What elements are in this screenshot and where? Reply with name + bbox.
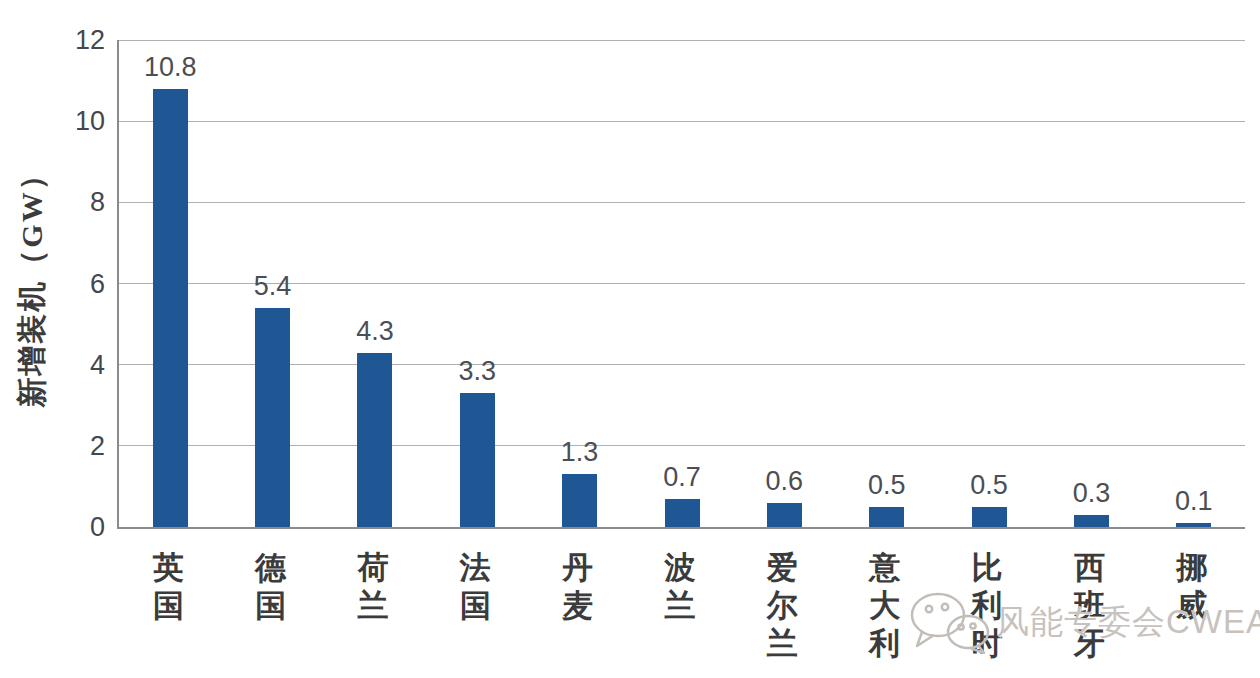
category-char: 荷 — [357, 549, 388, 587]
bar-法国 — [460, 393, 495, 527]
category-label-西班牙: 西班牙 — [1074, 549, 1105, 663]
value-label-意大利: 0.5 — [868, 470, 906, 501]
category-label-挪威: 挪威 — [1176, 549, 1207, 625]
category-label-德国: 德国 — [255, 549, 286, 625]
bar-意大利 — [869, 507, 904, 527]
bar-德国 — [255, 308, 290, 527]
category-char: 利 — [972, 587, 1003, 625]
category-char: 国 — [153, 587, 184, 625]
category-char: 利 — [869, 625, 900, 663]
category-label-波兰: 波兰 — [665, 549, 696, 625]
category-char: 西 — [1074, 549, 1105, 587]
category-label-荷兰: 荷兰 — [357, 549, 388, 625]
category-char: 英 — [153, 549, 184, 587]
category-char: 麦 — [562, 587, 593, 625]
value-label-西班牙: 0.3 — [1073, 478, 1111, 509]
category-char: 班 — [1074, 587, 1105, 625]
category-char: 爱 — [767, 549, 798, 587]
category-char: 尔 — [767, 587, 798, 625]
bar-丹麦 — [562, 474, 597, 527]
y-tick-12: 12 — [35, 25, 105, 55]
category-char: 兰 — [665, 587, 696, 625]
bar-比利时 — [972, 507, 1007, 527]
category-label-比利时: 比利时 — [972, 549, 1003, 663]
category-label-爱尔兰: 爱尔兰 — [767, 549, 798, 663]
bar-荷兰 — [357, 353, 392, 528]
category-char: 波 — [665, 549, 696, 587]
category-char: 德 — [255, 549, 286, 587]
category-char: 威 — [1176, 587, 1207, 625]
value-label-法国: 3.3 — [458, 356, 496, 387]
y-tick-4: 4 — [35, 350, 105, 380]
value-label-挪威: 0.1 — [1175, 486, 1213, 517]
bar-爱尔兰 — [767, 503, 802, 527]
value-label-德国: 5.4 — [254, 271, 292, 302]
bar-波兰 — [665, 499, 700, 527]
y-tick-8: 8 — [35, 187, 105, 217]
category-char: 牙 — [1074, 625, 1105, 663]
category-label-意大利: 意大利 — [869, 549, 900, 663]
watermark-text: 风能专委会CWEA — [996, 600, 1260, 645]
gridline-8 — [119, 202, 1245, 203]
bar-chart: 新增装机（GW） 024681012 10.85.44.33.31.30.70.… — [0, 0, 1260, 678]
value-label-爱尔兰: 0.6 — [766, 466, 804, 497]
gridline-10 — [119, 121, 1245, 122]
category-char: 丹 — [562, 549, 593, 587]
category-char: 兰 — [357, 587, 388, 625]
value-label-荷兰: 4.3 — [356, 316, 394, 347]
category-char: 国 — [460, 587, 491, 625]
category-char: 国 — [255, 587, 286, 625]
category-label-英国: 英国 — [153, 549, 184, 625]
category-char: 挪 — [1176, 549, 1207, 587]
bar-挪威 — [1176, 523, 1211, 527]
category-label-法国: 法国 — [460, 549, 491, 625]
category-label-丹麦: 丹麦 — [562, 549, 593, 625]
category-char: 大 — [869, 587, 900, 625]
gridline-12 — [119, 40, 1245, 41]
y-tick-6: 6 — [35, 269, 105, 299]
y-tick-2: 2 — [35, 431, 105, 461]
bar-英国 — [153, 89, 188, 527]
value-label-比利时: 0.5 — [970, 470, 1008, 501]
category-char: 法 — [460, 549, 491, 587]
value-label-波兰: 0.7 — [663, 462, 701, 493]
category-char: 时 — [972, 625, 1003, 663]
category-char: 兰 — [767, 625, 798, 663]
plot-area: 10.8 5.4 4.3 3.3 1.3 0.7 0.6 0.5 0.5 0.3 0.1 — [117, 40, 1245, 529]
bar-西班牙 — [1074, 515, 1109, 527]
category-char: 比 — [972, 549, 1003, 587]
y-tick-10: 10 — [35, 106, 105, 136]
y-tick-0: 0 — [35, 512, 105, 542]
value-label-丹麦: 1.3 — [561, 437, 599, 468]
category-char: 意 — [869, 549, 900, 587]
value-label-英国: 10.8 — [144, 52, 197, 83]
